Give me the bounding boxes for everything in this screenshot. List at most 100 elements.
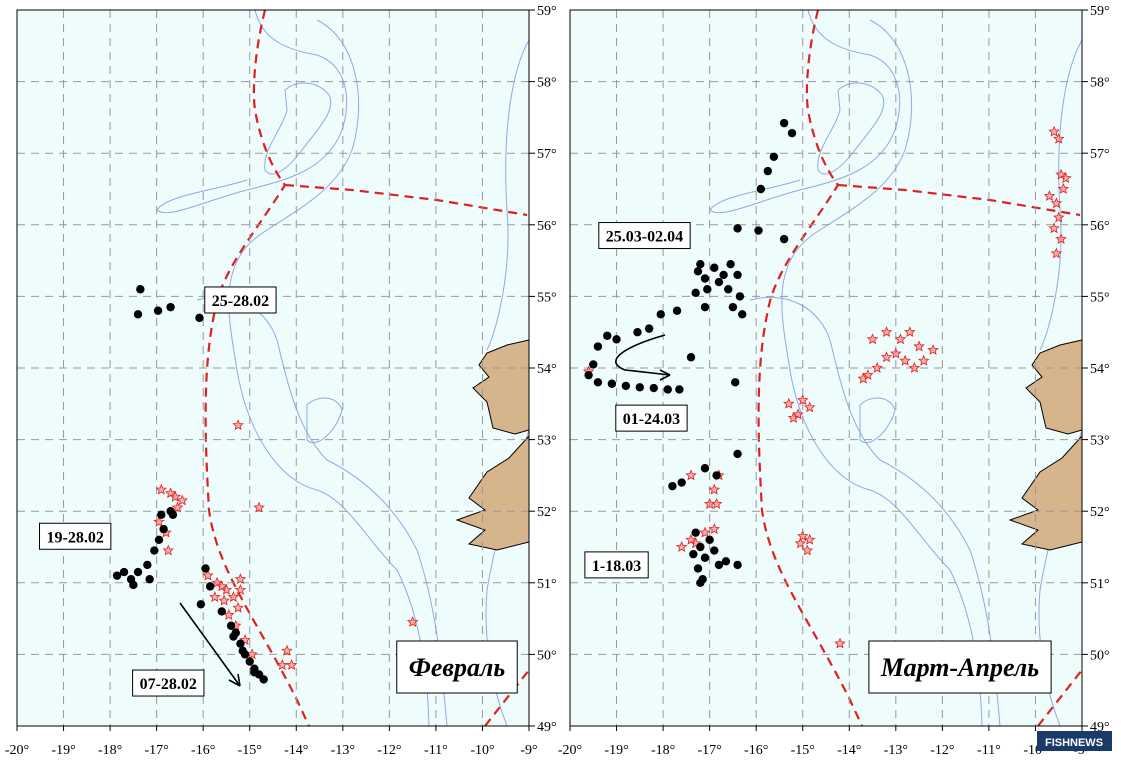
black-dot (201, 564, 210, 573)
black-dot (769, 152, 779, 161)
lon-tick-label: -11° (424, 743, 448, 758)
black-dot (733, 560, 742, 570)
watermark: FISHNEWS (1045, 737, 1103, 749)
black-dot (593, 378, 603, 387)
black-dot (136, 285, 145, 294)
black-dot (196, 600, 206, 609)
red-star (676, 540, 688, 552)
lon-tick-label: -14° (837, 743, 861, 758)
period-label: 19-28.02 (47, 529, 104, 546)
lon-tick-label: -9° (520, 743, 537, 758)
lon-tick-label: -19° (51, 743, 75, 758)
red-star (176, 494, 188, 506)
black-dot (712, 471, 721, 480)
panel-title: Март-Апрель (880, 653, 1039, 682)
red-star (232, 601, 244, 613)
lon-tick-label: -20° (558, 743, 582, 758)
period-label: 01-24.03 (623, 411, 680, 428)
black-dot (259, 675, 268, 684)
black-dot (735, 292, 745, 301)
lat-tick-label: 57° (537, 147, 557, 162)
lon-tick-label: -20° (5, 743, 29, 758)
period-label: 07-28.02 (140, 676, 197, 693)
lat-tick-label: 52° (1090, 505, 1110, 520)
red-star (1060, 172, 1072, 184)
black-dot (703, 285, 712, 294)
black-dot (154, 535, 164, 545)
red-star (209, 591, 221, 603)
red-star (890, 347, 902, 359)
black-dot (584, 370, 593, 380)
lon-tick-label: -12° (377, 743, 401, 758)
black-dot (691, 288, 700, 298)
black-dot (672, 306, 682, 315)
lat-tick-label: 57° (1090, 147, 1110, 162)
lon-tick-label: -16° (744, 743, 768, 758)
red-star (285, 659, 298, 671)
black-dot (663, 385, 672, 394)
black-dot (649, 383, 658, 393)
red-star (871, 361, 884, 373)
lat-tick-label: 52° (537, 505, 557, 520)
lat-tick-label: 51° (537, 577, 557, 592)
black-dot (603, 331, 612, 340)
black-dot (724, 285, 733, 294)
red-star (202, 569, 214, 581)
black-dot (787, 128, 797, 138)
black-dot (693, 564, 703, 573)
black-dot (145, 575, 154, 584)
red-star (801, 544, 814, 556)
red-star (894, 333, 907, 345)
red-star (1053, 211, 1065, 223)
lat-tick-label: 59° (1090, 4, 1110, 19)
red-star (215, 580, 228, 592)
black-dot (733, 270, 742, 280)
black-dot (691, 528, 700, 537)
red-star (685, 533, 697, 545)
arrow (615, 334, 671, 381)
period-label: 25.03-02.04 (606, 229, 683, 246)
lon-tick-label: -10° (470, 743, 494, 758)
lon-tick-label: -15° (791, 743, 815, 758)
black-dot (756, 184, 766, 194)
panel-frame (569, 9, 1083, 727)
label-box (39, 522, 112, 550)
black-dot (217, 607, 226, 616)
lon-tick-label: -11° (977, 743, 1001, 758)
red-star (703, 497, 716, 509)
red-star (218, 594, 230, 606)
red-star (155, 483, 167, 495)
red-star (797, 394, 809, 406)
red-star (804, 401, 816, 413)
lat-tick-label: 55° (1090, 290, 1110, 305)
red-star (162, 544, 174, 556)
lat-tick-label: 59° (537, 4, 557, 19)
lat-tick-label: 58° (1090, 76, 1110, 91)
panel-title: Февраль (409, 653, 506, 682)
black-dot (166, 302, 175, 312)
lon-tick-label: -15° (238, 743, 262, 758)
red-star (913, 340, 925, 352)
black-dot (205, 582, 215, 591)
lon-tick-label: -18° (651, 743, 675, 758)
red-star (281, 644, 293, 656)
black-dot (157, 510, 166, 519)
red-star (227, 591, 240, 603)
black-dot (612, 335, 621, 344)
black-dot (143, 560, 152, 570)
black-dot (245, 657, 254, 666)
red-star (232, 419, 244, 431)
red-star (908, 361, 921, 373)
red-star (918, 354, 930, 366)
red-star (1057, 182, 1070, 194)
lat-tick-label: 53° (1090, 434, 1110, 449)
red-star (880, 326, 893, 338)
black-dot (714, 560, 724, 570)
black-dot (705, 535, 714, 545)
lon-tick-label: -19° (604, 743, 628, 758)
red-star (804, 533, 816, 545)
black-dot (226, 621, 236, 630)
red-star (1043, 190, 1056, 202)
black-dot (238, 646, 247, 656)
